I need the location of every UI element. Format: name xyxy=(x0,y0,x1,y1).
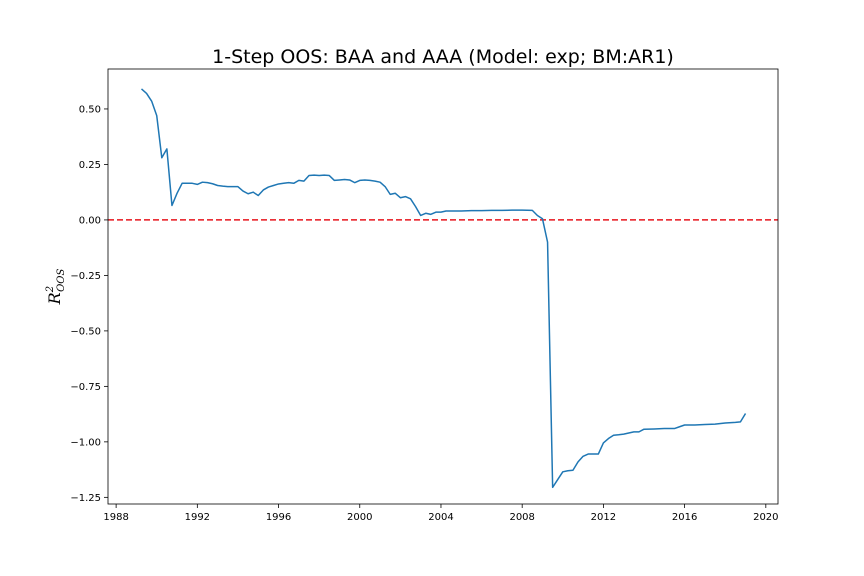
x-tick-label: 1996 xyxy=(266,512,291,523)
y-axis: 0.50 0.25 0.00 −0.25 −0.50 −0.75 −1.00 −1.25 xyxy=(70,104,108,504)
x-tick-label: 2016 xyxy=(672,512,697,523)
y-tick-label: −0.75 xyxy=(70,382,101,393)
series-line-0 xyxy=(141,88,747,489)
y-axis-label-sup: 2 xyxy=(45,286,56,293)
x-tick-label: 1992 xyxy=(185,512,210,523)
y-tick-label: 0.25 xyxy=(79,160,101,171)
chart-title: 1-Step OOS: BAA and AAA (Model: exp; BM:… xyxy=(212,46,674,68)
x-tick-label: 2008 xyxy=(509,512,534,523)
y-tick-label: 0.50 xyxy=(79,104,101,115)
y-tick-label: 0.00 xyxy=(79,215,101,226)
y-tick-label: −1.25 xyxy=(70,493,101,504)
x-tick-label: 2004 xyxy=(428,512,453,523)
y-tick-label: −1.00 xyxy=(70,437,101,448)
x-tick-label: 2020 xyxy=(753,512,778,523)
y-axis-label: R2OOS xyxy=(45,269,67,306)
y-axis-label-sub: OOS xyxy=(56,269,67,292)
x-tick-label: 2000 xyxy=(347,512,372,523)
x-tick-label: 2012 xyxy=(591,512,616,523)
y-tick-label: −0.25 xyxy=(70,271,101,282)
y-axis-label-base: R xyxy=(45,292,64,305)
x-tick-label: 1988 xyxy=(103,512,128,523)
y-tick-label: −0.50 xyxy=(70,326,101,337)
plot-frame xyxy=(107,68,779,505)
plot-background xyxy=(108,69,778,504)
plot-area xyxy=(107,68,779,505)
x-axis: 1988 1992 1996 2000 2004 2008 2012 2016 2020 xyxy=(103,504,779,523)
